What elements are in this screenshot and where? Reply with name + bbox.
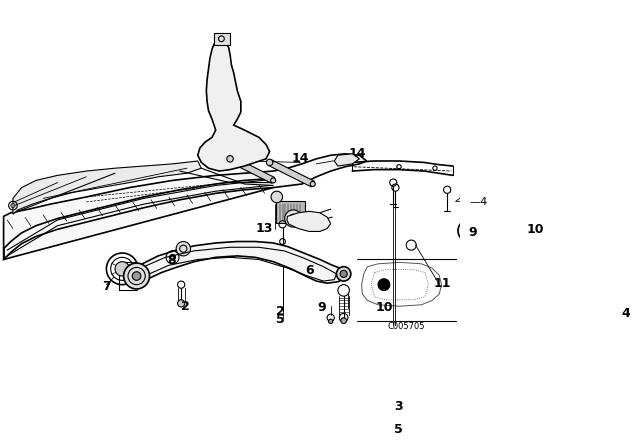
Circle shape [310,181,316,186]
Circle shape [285,210,302,227]
Circle shape [271,191,282,202]
Text: —4: —4 [469,197,487,207]
Circle shape [340,318,346,323]
Circle shape [458,220,479,241]
Circle shape [132,272,141,280]
Text: 2: 2 [276,306,285,319]
Text: 11: 11 [433,277,451,290]
Circle shape [124,263,150,289]
Text: 14: 14 [292,152,309,165]
Circle shape [378,279,390,290]
Polygon shape [268,159,314,187]
Text: 10: 10 [527,223,545,236]
Circle shape [227,155,234,162]
Text: 5: 5 [276,313,285,326]
FancyBboxPatch shape [276,201,305,223]
Text: 8: 8 [305,213,314,226]
Text: 6: 6 [305,264,314,277]
Text: 9: 9 [318,301,326,314]
Polygon shape [228,156,275,183]
Polygon shape [4,154,367,259]
Circle shape [170,254,175,260]
Polygon shape [214,33,230,44]
Circle shape [266,159,273,166]
Circle shape [115,262,129,276]
Text: 7: 7 [102,280,111,293]
Text: 5: 5 [394,423,403,436]
Circle shape [271,178,276,183]
Text: 12: 12 [308,220,325,234]
Text: 2: 2 [181,300,190,313]
Circle shape [466,271,472,277]
Text: C005705: C005705 [387,322,425,331]
Text: 14: 14 [349,146,366,159]
Polygon shape [133,241,345,283]
Circle shape [11,203,15,208]
Circle shape [177,300,185,307]
Circle shape [337,267,351,281]
Text: 8: 8 [167,254,175,267]
Circle shape [328,319,333,323]
Text: 3: 3 [394,401,403,414]
Polygon shape [13,161,202,214]
Circle shape [176,241,191,256]
Text: 13: 13 [256,222,273,235]
Circle shape [340,270,348,277]
Polygon shape [334,154,360,166]
Text: 1: 1 [136,267,145,280]
Text: 9: 9 [468,226,477,239]
Polygon shape [287,211,331,232]
Text: 10: 10 [376,301,394,314]
Polygon shape [198,44,269,171]
Text: 4: 4 [621,307,630,320]
